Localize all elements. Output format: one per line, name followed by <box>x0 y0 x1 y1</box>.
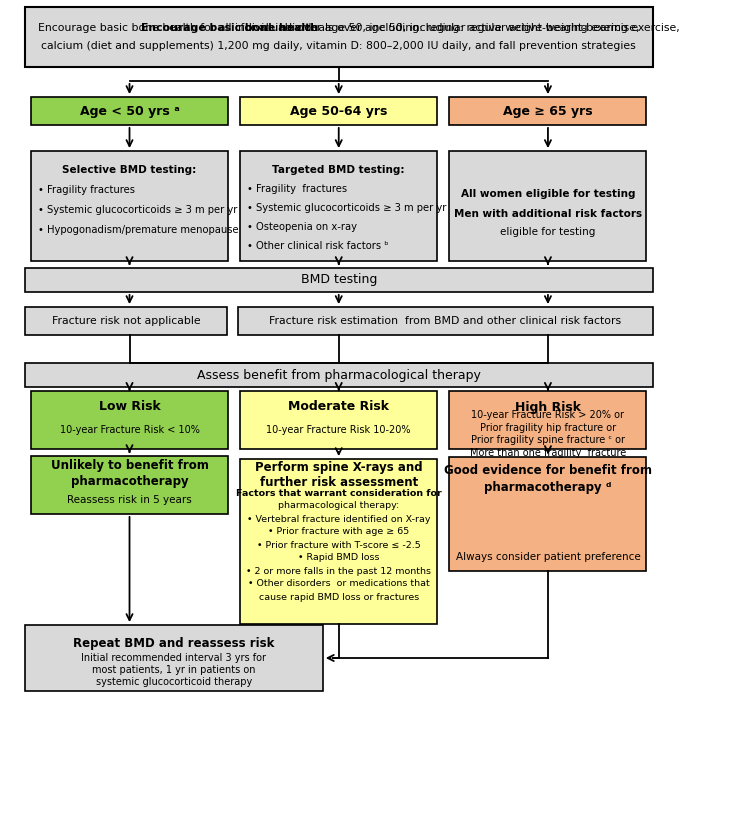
Text: Perform spine X-rays and
further risk assessment: Perform spine X-rays and further risk as… <box>255 460 423 490</box>
Text: cause rapid BMD loss or fractures: cause rapid BMD loss or fractures <box>258 592 419 601</box>
FancyBboxPatch shape <box>240 391 437 449</box>
Text: Factors that warrant consideration for: Factors that warrant consideration for <box>236 488 442 497</box>
Text: • Osteopenia on x-ray: • Osteopenia on x-ray <box>247 222 357 232</box>
Text: Reassess risk in 5 years: Reassess risk in 5 years <box>67 495 192 505</box>
Text: Fracture risk estimation  from BMD and other clinical risk factors: Fracture risk estimation from BMD and ot… <box>269 316 621 326</box>
Text: • Systemic glucocorticoids ≥ 3 m per yr: • Systemic glucocorticoids ≥ 3 m per yr <box>38 205 237 215</box>
Text: • Rapid BMD loss: • Rapid BMD loss <box>298 554 380 563</box>
FancyBboxPatch shape <box>450 457 646 571</box>
FancyBboxPatch shape <box>31 151 228 261</box>
Text: Age ≥ 65 yrs: Age ≥ 65 yrs <box>503 105 593 117</box>
FancyBboxPatch shape <box>31 456 228 514</box>
Text: Targeted BMD testing:: Targeted BMD testing: <box>272 165 405 175</box>
Text: • Other disorders  or medications that: • Other disorders or medications that <box>248 580 429 589</box>
Text: for all individuals over age 50, including: regular active weight-bearing exerci: for all individuals over age 50, includi… <box>237 23 680 33</box>
Text: • Hypogonadism/premature menopause: • Hypogonadism/premature menopause <box>38 225 239 235</box>
Text: Age < 50 yrs ᵃ: Age < 50 yrs ᵃ <box>80 105 180 117</box>
Text: pharmacological therapy:: pharmacological therapy: <box>278 501 399 510</box>
Text: 10-year Fracture Risk < 10%: 10-year Fracture Risk < 10% <box>60 425 199 435</box>
FancyBboxPatch shape <box>31 391 228 449</box>
Text: Moderate Risk: Moderate Risk <box>288 400 389 414</box>
Text: All women eligible for testing: All women eligible for testing <box>461 189 635 199</box>
Text: • Systemic glucocorticoids ≥ 3 m per yr: • Systemic glucocorticoids ≥ 3 m per yr <box>247 203 447 213</box>
Text: • Fragility  fractures: • Fragility fractures <box>247 184 347 194</box>
Text: 10-year Fracture Risk 10-20%: 10-year Fracture Risk 10-20% <box>266 425 411 435</box>
Text: • Prior fracture with T-score ≤ -2.5: • Prior fracture with T-score ≤ -2.5 <box>257 541 420 550</box>
FancyBboxPatch shape <box>450 151 646 261</box>
Text: Fracture risk not applicable: Fracture risk not applicable <box>52 316 200 326</box>
Text: Initial recommended interval 3 yrs for
most patients, 1 yr in patients on
system: Initial recommended interval 3 yrs for m… <box>82 653 266 687</box>
FancyBboxPatch shape <box>25 268 653 292</box>
Text: Encourage basic bone health for all individuals over age 50, including: regular : Encourage basic bone health for all indi… <box>38 23 639 33</box>
FancyBboxPatch shape <box>240 151 437 261</box>
Text: Assess benefit from pharmacological therapy: Assess benefit from pharmacological ther… <box>197 369 480 382</box>
Text: Selective BMD testing:: Selective BMD testing: <box>62 165 196 175</box>
FancyBboxPatch shape <box>25 625 323 691</box>
Text: BMD testing: BMD testing <box>301 274 377 287</box>
Text: High Risk: High Risk <box>515 400 581 414</box>
Text: 10-year Fracture Risk > 20% or
Prior fragility hip fracture or
Prior fragility s: 10-year Fracture Risk > 20% or Prior fra… <box>470 410 626 458</box>
FancyBboxPatch shape <box>450 391 646 449</box>
FancyBboxPatch shape <box>25 363 653 387</box>
Text: • Vertebral fracture identified on X-ray: • Vertebral fracture identified on X-ray <box>247 514 431 523</box>
FancyBboxPatch shape <box>450 97 646 125</box>
FancyBboxPatch shape <box>25 7 653 67</box>
FancyBboxPatch shape <box>31 97 228 125</box>
Text: • 2 or more falls in the past 12 months: • 2 or more falls in the past 12 months <box>246 567 431 576</box>
FancyBboxPatch shape <box>240 97 437 125</box>
Text: calcium (diet and supplements) 1,200 mg daily, vitamin D: 800–2,000 IU daily, an: calcium (diet and supplements) 1,200 mg … <box>42 41 636 51</box>
Text: Unlikely to benefit from
pharmacotherapy: Unlikely to benefit from pharmacotherapy <box>50 459 209 488</box>
Text: Good evidence for benefit from
pharmacotherapy ᵈ: Good evidence for benefit from pharmacot… <box>444 464 652 494</box>
Text: • Prior fracture with age ≥ 65: • Prior fracture with age ≥ 65 <box>268 527 410 536</box>
Text: Men with additional risk factors: Men with additional risk factors <box>454 209 642 219</box>
Text: Encourage basic bone health: Encourage basic bone health <box>141 23 318 33</box>
Text: • Fragility fractures: • Fragility fractures <box>38 185 135 195</box>
Text: Always consider patient preference: Always consider patient preference <box>456 552 640 562</box>
FancyBboxPatch shape <box>240 459 437 624</box>
Text: Repeat BMD and reassess risk: Repeat BMD and reassess risk <box>73 636 274 649</box>
Text: • Other clinical risk factors ᵇ: • Other clinical risk factors ᵇ <box>247 241 389 251</box>
FancyBboxPatch shape <box>25 307 227 335</box>
FancyBboxPatch shape <box>238 307 653 335</box>
Text: Age 50-64 yrs: Age 50-64 yrs <box>290 105 388 117</box>
Text: eligible for testing: eligible for testing <box>500 227 596 237</box>
Text: Low Risk: Low Risk <box>99 400 161 414</box>
